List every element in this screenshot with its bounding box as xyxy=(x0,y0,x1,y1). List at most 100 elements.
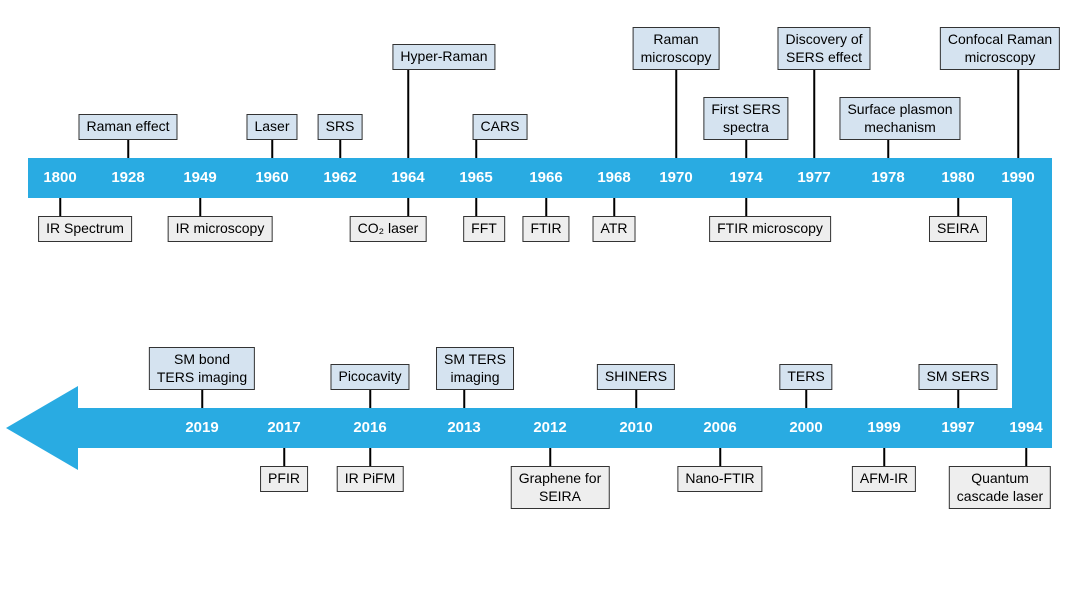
event-label: Graphene for xyxy=(519,470,602,488)
event-box: SM SERS xyxy=(918,364,997,390)
event-label: CO₂ laser xyxy=(358,220,419,238)
event-box: FTIR microscopy xyxy=(709,216,831,242)
connector-line xyxy=(407,198,409,216)
event-label: Laser xyxy=(254,118,289,136)
year-label: 1978 xyxy=(871,169,904,186)
year-label: 1997 xyxy=(941,419,974,436)
connector-line xyxy=(271,140,273,158)
year-label: 1800 xyxy=(43,169,76,186)
connector-line xyxy=(339,140,341,158)
year-label: 1960 xyxy=(255,169,288,186)
event-label: Hyper-Raman xyxy=(400,48,487,66)
event-box: Surface plasmonmechanism xyxy=(839,97,960,140)
event-box: IR Spectrum xyxy=(38,216,132,242)
event-label: TERS xyxy=(787,368,824,386)
year-label: 1949 xyxy=(183,169,216,186)
event-label: Surface plasmon xyxy=(847,101,952,119)
event-label: SEIRA xyxy=(519,488,602,506)
event-label: SRS xyxy=(326,118,355,136)
event-box: Picocavity xyxy=(330,364,409,390)
event-label: SERS effect xyxy=(785,49,862,67)
event-label: TERS imaging xyxy=(157,369,247,387)
connector-line xyxy=(407,70,409,158)
year-label: 2016 xyxy=(353,419,386,436)
event-label: SM SERS xyxy=(926,368,989,386)
connector-line xyxy=(745,198,747,216)
year-label: 1980 xyxy=(941,169,974,186)
event-box: FFT xyxy=(463,216,505,242)
event-box: Discovery ofSERS effect xyxy=(777,27,870,70)
year-label: 2010 xyxy=(619,419,652,436)
event-label: FTIR microscopy xyxy=(717,220,823,238)
event-box: SM bondTERS imaging xyxy=(149,347,255,390)
year-label: 2019 xyxy=(185,419,218,436)
event-box: Graphene forSEIRA xyxy=(511,466,610,509)
connector-line xyxy=(1017,70,1019,158)
year-label: 1968 xyxy=(597,169,630,186)
event-box: SM TERSimaging xyxy=(436,347,514,390)
event-box: Laser xyxy=(246,114,297,140)
event-label: cascade laser xyxy=(957,488,1043,506)
connector-line xyxy=(549,448,551,466)
year-label: 1965 xyxy=(459,169,492,186)
event-box: CARS xyxy=(473,114,528,140)
connector-line xyxy=(127,140,129,158)
year-label: 2017 xyxy=(267,419,300,436)
year-label: 1966 xyxy=(529,169,562,186)
event-box: IR PiFM xyxy=(337,466,404,492)
event-label: Nano-FTIR xyxy=(685,470,754,488)
year-label: 1990 xyxy=(1001,169,1034,186)
event-box: SEIRA xyxy=(929,216,987,242)
event-label: Confocal Raman xyxy=(948,31,1052,49)
timeline-arrow-head xyxy=(6,386,78,470)
event-label: IR Spectrum xyxy=(46,220,124,238)
event-label: Raman effect xyxy=(86,118,169,136)
event-label: SHINERS xyxy=(605,368,667,386)
connector-line xyxy=(475,140,477,158)
event-label: Discovery of xyxy=(785,31,862,49)
event-label: SM bond xyxy=(157,351,247,369)
event-label: Raman xyxy=(641,31,712,49)
connector-line xyxy=(369,390,371,408)
event-box: First SERSspectra xyxy=(703,97,788,140)
event-label: SM TERS xyxy=(444,351,506,369)
connector-line xyxy=(745,140,747,158)
event-box: SHINERS xyxy=(597,364,675,390)
connector-line xyxy=(957,198,959,216)
connector-line xyxy=(805,390,807,408)
connector-line xyxy=(675,70,677,158)
event-label: microscopy xyxy=(641,49,712,67)
year-label: 2012 xyxy=(533,419,566,436)
event-box: Ramanmicroscopy xyxy=(633,27,720,70)
event-label: mechanism xyxy=(847,119,952,137)
year-label: 1970 xyxy=(659,169,692,186)
connector-line xyxy=(957,390,959,408)
event-box: CO₂ laser xyxy=(350,216,427,242)
year-label: 1964 xyxy=(391,169,424,186)
event-box: PFIR xyxy=(260,466,308,492)
event-label: IR PiFM xyxy=(345,470,396,488)
connector-line xyxy=(463,390,465,408)
event-box: FTIR xyxy=(522,216,569,242)
connector-line xyxy=(887,140,889,158)
connector-line xyxy=(369,448,371,466)
connector-line xyxy=(813,70,815,158)
connector-line xyxy=(719,448,721,466)
event-box: Raman effect xyxy=(78,114,177,140)
event-label: CARS xyxy=(481,118,520,136)
event-box: TERS xyxy=(779,364,832,390)
event-box: AFM-IR xyxy=(852,466,916,492)
year-label: 1977 xyxy=(797,169,830,186)
event-label: microscopy xyxy=(948,49,1052,67)
event-label: First SERS xyxy=(711,101,780,119)
connector-line xyxy=(201,390,203,408)
connector-line xyxy=(283,448,285,466)
event-box: Nano-FTIR xyxy=(677,466,762,492)
year-label: 1962 xyxy=(323,169,356,186)
timeline-vertical-connector xyxy=(1012,158,1052,448)
event-box: Confocal Ramanmicroscopy xyxy=(940,27,1060,70)
event-label: FFT xyxy=(471,220,497,238)
event-label: spectra xyxy=(711,119,780,137)
year-label: 2013 xyxy=(447,419,480,436)
year-label: 2000 xyxy=(789,419,822,436)
